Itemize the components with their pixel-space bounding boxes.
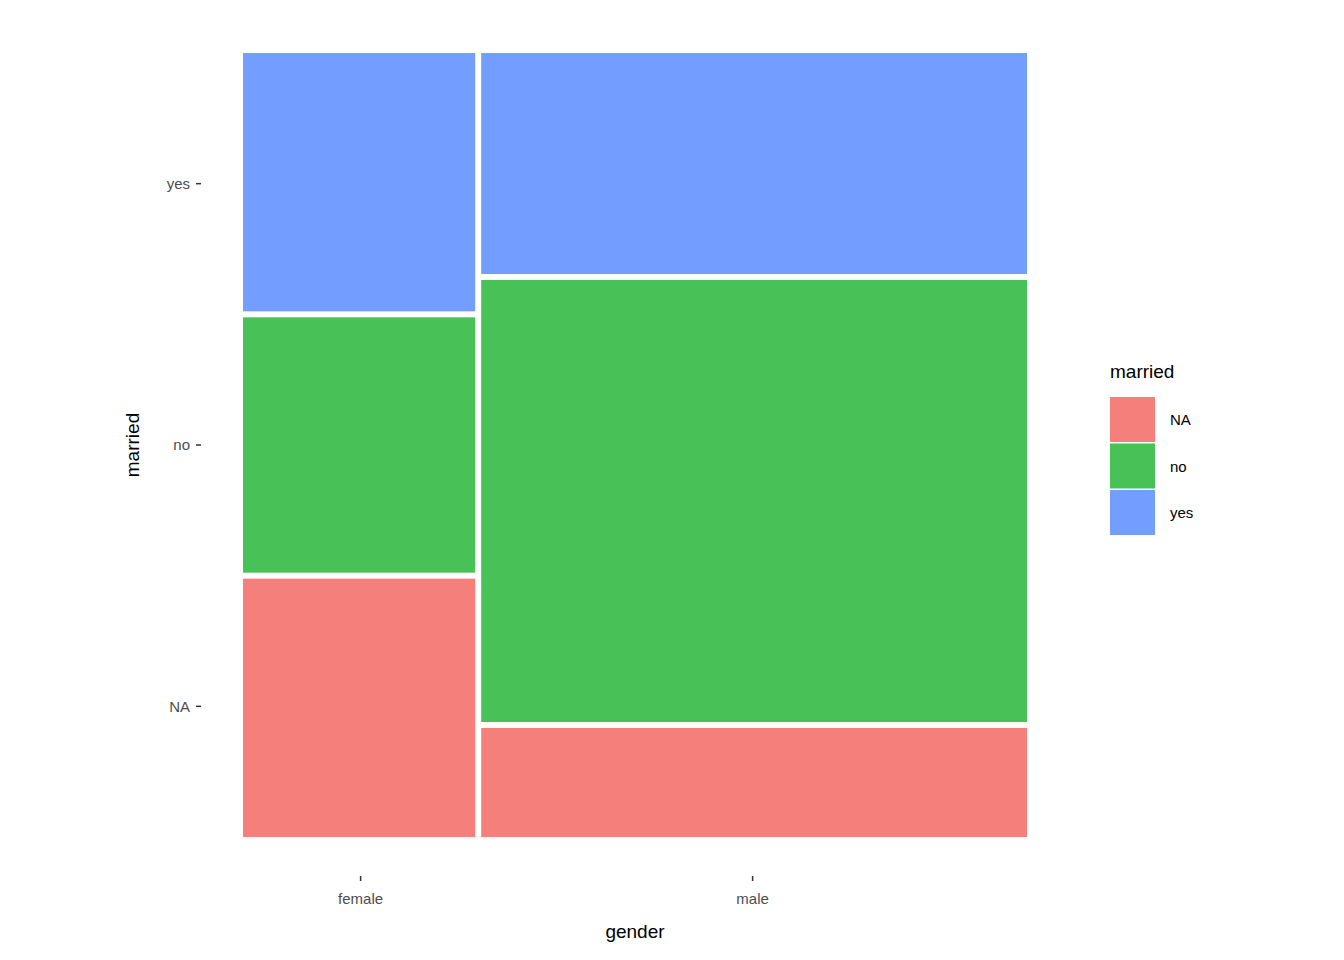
y-tick-label: no — [173, 436, 190, 453]
legend-item: NA — [1110, 397, 1191, 442]
y-tick — [196, 444, 201, 446]
x-axis: female male — [338, 876, 769, 907]
x-tick — [752, 876, 754, 881]
x-tick-label: male — [736, 890, 769, 907]
mosaic-tile — [481, 53, 1027, 274]
mosaic-tile — [481, 728, 1027, 837]
mosaic-tile — [481, 280, 1027, 722]
legend-label: yes — [1170, 504, 1193, 521]
marks — [243, 53, 1027, 837]
mosaic-tile — [243, 579, 475, 837]
mosaic-tile — [243, 317, 475, 572]
legend-swatch — [1110, 490, 1155, 535]
y-axis: NA no yes — [167, 175, 201, 715]
y-axis-title: married — [122, 413, 143, 477]
mosaic-tile — [243, 53, 475, 311]
legend-title: married — [1110, 361, 1174, 382]
legend-item: no — [1110, 444, 1187, 489]
legend-label: no — [1170, 458, 1187, 475]
y-tick-label: yes — [167, 175, 190, 192]
legend-item: yes — [1110, 490, 1193, 535]
legend: married NA no yes — [1110, 361, 1193, 535]
x-axis-title: gender — [605, 921, 665, 942]
x-tick — [360, 876, 362, 881]
y-tick — [196, 183, 201, 185]
chart: female male NA no yes gender married married NA n… — [0, 0, 1344, 960]
y-tick — [196, 706, 201, 708]
y-tick-label: NA — [169, 698, 190, 715]
x-tick-label: female — [338, 890, 383, 907]
legend-label: NA — [1170, 411, 1191, 428]
legend-swatch — [1110, 397, 1155, 442]
legend-swatch — [1110, 444, 1155, 489]
